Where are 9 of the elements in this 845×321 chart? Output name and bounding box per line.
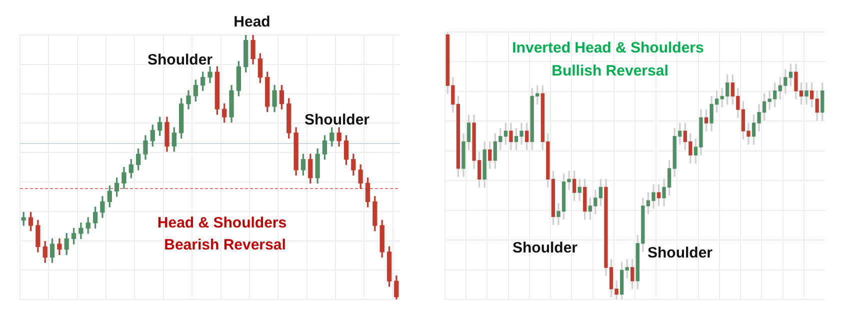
- annotation: Bullish Reversal: [552, 62, 668, 80]
- text: Head: [234, 14, 270, 30]
- annotation: Shoulder: [647, 244, 713, 262]
- annotation: Inverted Head & Shoulders: [512, 40, 704, 56]
- annotation: Bearish Reversal: [164, 236, 286, 254]
- annotation: Head & Shoulders: [157, 214, 287, 232]
- annotation: Shoulder: [512, 240, 578, 256]
- annotation: Shoulder: [147, 52, 213, 68]
- annotation: Shoulder: [304, 112, 370, 128]
